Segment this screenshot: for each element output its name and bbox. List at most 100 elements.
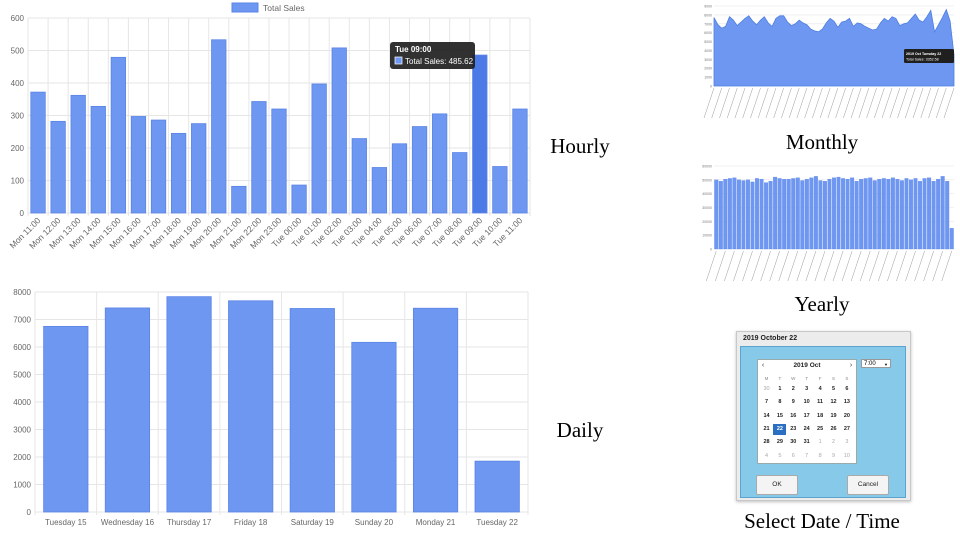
calendar-day[interactable]: 3 [805,386,809,392]
weekday-header: M [764,376,769,381]
calendar-day[interactable]: 9 [791,399,795,406]
bar [474,460,520,513]
calendar-day[interactable]: 9 [831,452,836,459]
x-tick-label [889,87,901,119]
x-tick-label [896,250,907,282]
bar [211,39,227,214]
calendar-day[interactable]: 8 [778,399,782,406]
y-tick-label: 3000 [13,426,31,435]
prev-month-button[interactable]: ‹ [761,362,765,369]
next-month-button[interactable]: › [849,362,853,369]
y-tick-label: 0 [27,508,32,517]
bar [228,300,274,513]
calendar-day[interactable]: 30 [763,386,770,392]
x-tick-label [936,87,947,119]
x-tick-label [703,87,715,119]
bar [773,176,778,250]
bar [432,113,448,214]
calendar-day[interactable]: 23 [790,425,797,432]
bar [170,132,187,214]
calendar-day[interactable]: 5 [831,386,836,392]
calendar-day[interactable]: 13 [843,399,850,406]
calendar-day[interactable]: 2 [791,386,795,392]
bar [289,308,335,513]
calendar-day[interactable]: 2 [831,439,836,446]
bar [863,178,868,250]
calendar-day-selected[interactable]: 22 [773,423,787,435]
bar [736,179,741,250]
calendar-day[interactable]: 4 [818,386,822,392]
calendar-day[interactable]: 25 [817,425,824,432]
y-tick-label: 2000 [13,453,31,462]
monthly-chart: 0 1000 2000 3000 4000 5000 6000 7000 8000 9000 201… [690,0,960,128]
calendar-day[interactable]: 21 [763,425,770,432]
calendar-day[interactable]: 20 [843,412,850,419]
calendar-day[interactable]: 18 [817,412,824,419]
x-tick-label: Wednesday 16 [101,518,155,527]
yearly-caption: Yearly [794,292,850,316]
calendar-day[interactable]: 14 [763,412,770,419]
x-tick-label [835,87,846,119]
x-tick-label [874,87,885,119]
calendar-day[interactable]: 7 [805,452,809,459]
bar [890,177,895,250]
x-tick-label [858,87,870,119]
bar [777,178,782,250]
bar [50,120,66,214]
calendar-day[interactable]: 8 [818,452,822,459]
bar [291,184,307,214]
bar [750,181,755,250]
bar [827,178,832,250]
x-tick-label [773,87,784,119]
calendar-day[interactable]: 19 [830,412,837,419]
calendar-day[interactable]: 15 [776,412,783,419]
calendar-day[interactable]: 17 [803,412,810,419]
bar [191,123,207,214]
calendar-day[interactable]: 24 [803,425,810,432]
calendar-day[interactable]: 28 [763,439,770,446]
bar [922,178,927,250]
calendar-day[interactable]: 31 [803,439,810,446]
y-tick-label: 500 [11,47,25,56]
calendar-day[interactable]: 6 [845,386,849,392]
x-tick-label [734,87,746,119]
legend-label: Total Sales [263,3,305,13]
y-tick-label: 9000 [704,5,712,9]
calendar-day[interactable]: 29 [776,439,783,446]
tooltip-text: Total Sales: 485.62 [405,57,474,66]
y-tick-label: 1000 [13,481,31,490]
calendar-day[interactable]: 10 [803,399,810,406]
x-tick-label [928,87,939,119]
x-tick-label [711,87,722,119]
calendar-day[interactable]: 30 [790,439,797,446]
calendar-day[interactable]: 6 [791,452,795,459]
calendar-day[interactable]: 3 [845,439,849,446]
cancel-button[interactable]: Cancel [847,475,889,495]
bar [452,152,468,214]
calendar-day[interactable]: 26 [830,425,837,432]
bar [411,126,428,214]
bar [746,179,750,250]
bar [832,177,836,250]
calendar-day[interactable]: 27 [843,425,850,432]
time-select[interactable]: 7:00 ▼ [861,359,891,368]
calendar-day[interactable]: 10 [843,452,850,459]
ok-button[interactable]: OK [756,475,798,495]
x-tick-label [905,250,916,282]
bar [936,178,941,250]
daily-chart-svg: 0 1000 2000 3000 4000 5000 6000 7000 8000 Tuesday… [13,288,529,527]
calendar-day[interactable]: 7 [764,399,769,406]
x-tick-label [841,250,853,282]
calendar-day[interactable]: 12 [830,399,837,406]
calendar-day[interactable]: 4 [764,452,769,459]
weekday-header: W [791,376,796,381]
weekday-header: S [845,376,849,381]
calendar-day[interactable]: 11 [817,399,823,406]
x-tick-label [715,250,726,282]
calendar-day[interactable]: 1 [778,386,782,392]
x-tick-label [724,250,735,282]
calendar-day[interactable]: 5 [778,452,782,459]
calendar-day[interactable]: 1 [818,439,822,446]
calendar-day[interactable]: 16 [790,412,797,419]
tooltip-text: Total Sales: 3352.58 [906,58,939,62]
